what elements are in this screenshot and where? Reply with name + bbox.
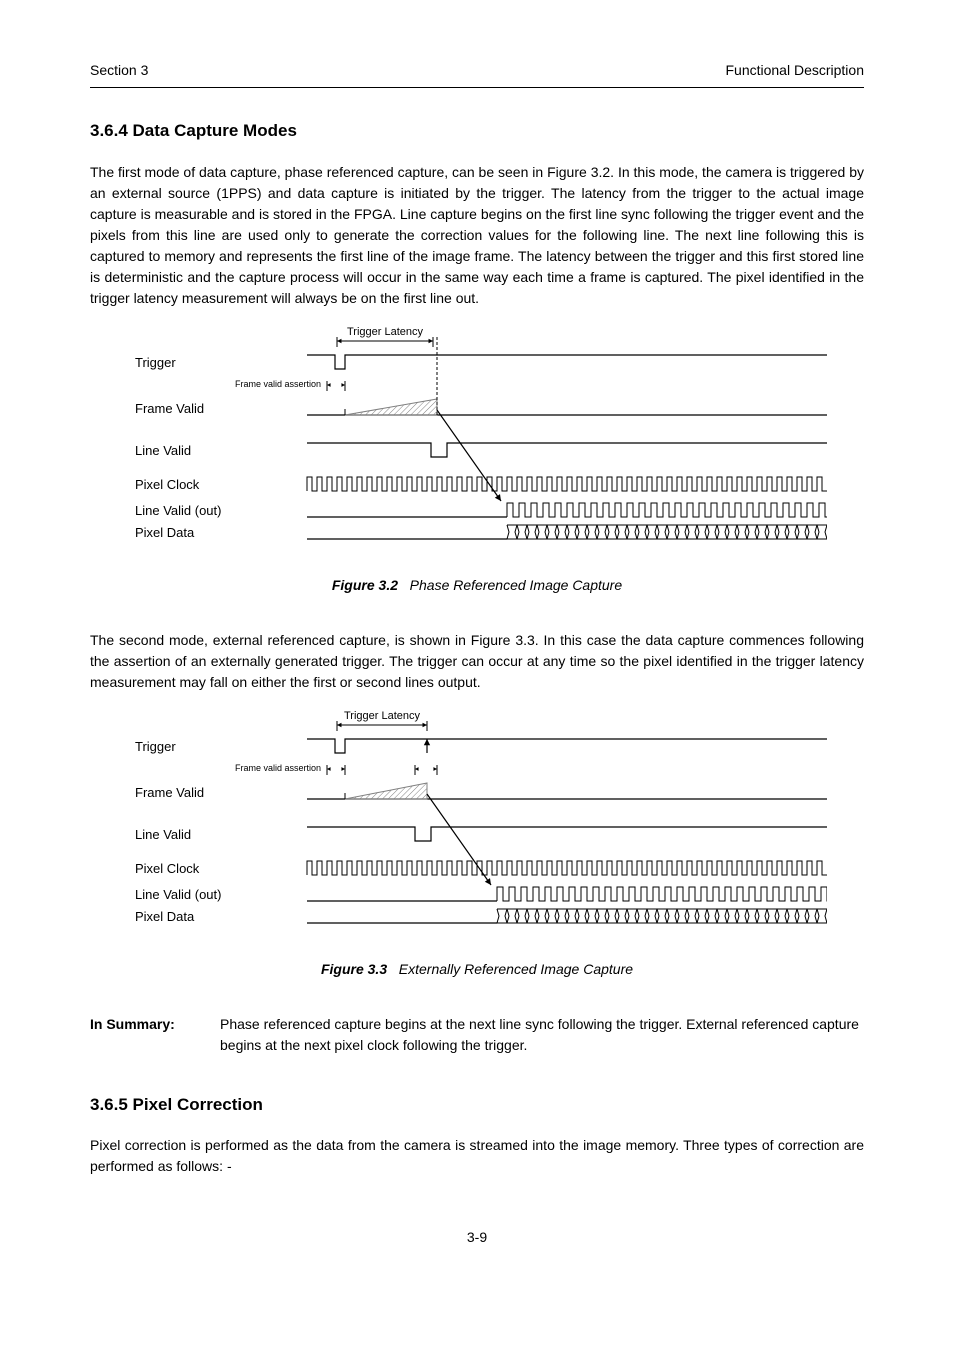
svg-text:Trigger: Trigger <box>135 355 176 370</box>
figure-3-2-label: Figure 3.2 <box>332 577 398 593</box>
svg-text:Frame valid assertion: Frame valid assertion <box>235 763 321 773</box>
para-3-6-5-1: Pixel correction is performed as the dat… <box>90 1135 864 1177</box>
svg-text:Frame valid assertion: Frame valid assertion <box>235 379 321 389</box>
para-3-6-4-2: The second mode, external referenced cap… <box>90 630 864 693</box>
svg-text:Pixel Data: Pixel Data <box>135 525 195 540</box>
figure-3-2: Trigger Frame Valid Line Valid Pixel Clock L… <box>90 325 864 596</box>
figure-3-3-captext: Externally Referenced Image Capture <box>399 961 633 977</box>
page-number: 3-9 <box>90 1227 864 1248</box>
svg-text:Trigger: Trigger <box>135 739 176 754</box>
header-left: Section 3 <box>90 60 148 81</box>
svg-text:Line Valid: Line Valid <box>135 443 191 458</box>
svg-text:Pixel Data: Pixel Data <box>135 909 195 924</box>
summary-label: In Summary: <box>90 1014 220 1035</box>
figure-3-3: Trigger Frame Valid Line Valid Pixel Clock L… <box>90 709 864 980</box>
figure-3-2-captext: Phase Referenced Image Capture <box>410 577 622 593</box>
header-rule <box>90 87 864 88</box>
summary-text: Phase referenced capture begins at the n… <box>220 1014 864 1056</box>
header-right: Functional Description <box>725 60 864 81</box>
heading-3-6-5: 3.6.5 Pixel Correction <box>90 1092 864 1118</box>
svg-text:Line Valid: Line Valid <box>135 827 191 842</box>
summary-row: In Summary: Phase referenced capture beg… <box>90 1014 864 1056</box>
svg-text:Line Valid (out): Line Valid (out) <box>135 887 221 902</box>
figure-3-3-text <box>391 961 399 977</box>
heading-3-6-4: 3.6.4 Data Capture Modes <box>90 118 864 144</box>
svg-text:Frame Valid: Frame Valid <box>135 785 204 800</box>
svg-text:Trigger Latency: Trigger Latency <box>344 710 421 722</box>
figure-3-3-label: Figure 3.3 <box>321 961 387 977</box>
para-3-6-4-1: The first mode of data capture, phase re… <box>90 162 864 309</box>
svg-text:Frame Valid: Frame Valid <box>135 401 204 416</box>
svg-text:Pixel Clock: Pixel Clock <box>135 477 200 492</box>
svg-text:Trigger Latency: Trigger Latency <box>347 326 424 338</box>
svg-text:Pixel Clock: Pixel Clock <box>135 861 200 876</box>
figure-3-2-text <box>402 577 410 593</box>
figure-3-3-caption: Figure 3.3 Externally Referenced Image C… <box>90 959 864 980</box>
svg-text:Line Valid (out): Line Valid (out) <box>135 503 221 518</box>
figure-3-2-caption: Figure 3.2 Phase Referenced Image Captur… <box>90 575 864 596</box>
